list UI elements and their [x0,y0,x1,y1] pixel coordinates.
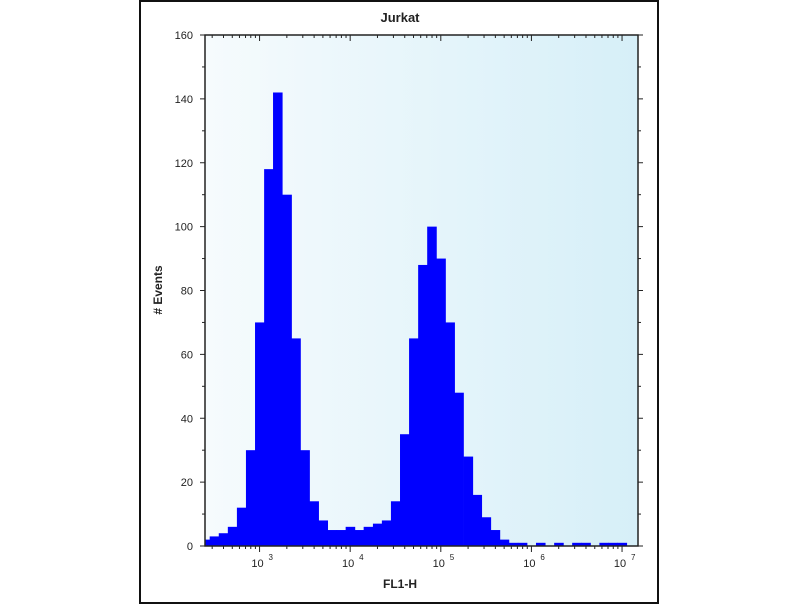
histogram-bar [318,520,329,546]
histogram-bar [608,542,618,546]
histogram-bar [390,501,401,546]
histogram-bar [400,434,410,546]
histogram-bar [472,494,483,546]
x-tick-base: 10 [251,558,263,570]
y-tick-label: 160 [175,30,193,42]
y-tick-label: 140 [175,94,193,106]
histogram-bar [535,542,546,546]
histogram-bar [418,264,428,546]
histogram-bar [427,226,437,546]
x-tick-exponent: 6 [540,553,545,562]
histogram-bar [245,450,256,546]
histogram-bar [581,542,591,546]
histogram-bar [517,542,528,546]
histogram-bar [490,530,501,546]
histogram-bar [327,530,338,546]
x-tick-label: 10 7 [614,553,636,570]
histogram-bar [227,526,238,546]
histogram-bar [218,533,229,546]
x-tick-label: 10 5 [433,553,455,570]
x-tick-base: 10 [433,558,445,570]
histogram-bar [554,542,564,546]
histogram-bar [508,542,519,546]
x-tick-base: 10 [523,558,535,570]
histogram-bar [209,536,220,546]
histogram-bar [445,322,455,546]
histogram-bar [381,520,392,546]
y-tick-label: 20 [181,477,193,489]
histogram-bar [463,456,474,546]
histogram-bar [436,258,446,546]
histogram-bar [599,542,609,546]
histogram-bar [336,530,347,546]
chart-title: Jurkat [380,10,420,25]
x-tick-label: 10 3 [251,553,273,570]
y-tick-label: 100 [175,222,193,234]
histogram-bar [291,338,301,546]
x-tick-base: 10 [342,558,354,570]
histogram-bar [363,526,374,546]
y-axis-label: # Events [151,265,165,315]
x-tick-label: 10 4 [342,553,364,570]
histogram-bar [264,169,274,546]
x-tick-exponent: 5 [450,553,455,562]
histogram-bar [205,539,211,546]
histogram-bar [481,517,492,546]
axes [200,34,643,552]
y-tick-label: 80 [181,286,193,298]
histogram-bar [236,507,247,546]
histogram-bar [372,523,383,546]
histogram-bar [454,392,464,546]
histogram-bar [345,526,356,546]
histogram-bar [300,450,310,546]
x-tick-base: 10 [614,558,626,570]
histogram-bars [205,92,628,547]
x-tick-label: 10 6 [523,553,545,570]
x-axis-label: FL1-H [383,577,417,591]
histogram-bar [572,542,582,546]
y-tick-labels: 0 20 40 60 80 100 120 140 160 [175,30,193,553]
x-tick-exponent: 7 [631,553,636,562]
histogram-bar [499,539,510,546]
x-tick-exponent: 4 [359,553,364,562]
histogram-bar [273,92,283,547]
histogram-bar [255,322,265,546]
histogram-bar [282,194,292,546]
y-tick-label: 0 [187,541,193,553]
x-tick-exponent: 3 [269,553,274,562]
y-tick-label: 40 [181,413,193,425]
y-tick-label: 120 [175,158,193,170]
x-tick-labels: 10 3 10 4 10 5 10 6 10 7 [251,553,636,570]
histogram-bar [354,530,365,546]
histogram-bar [409,338,419,546]
y-tick-label: 60 [181,349,193,361]
histogram-bar [309,501,319,546]
histogram-bar [617,542,628,546]
